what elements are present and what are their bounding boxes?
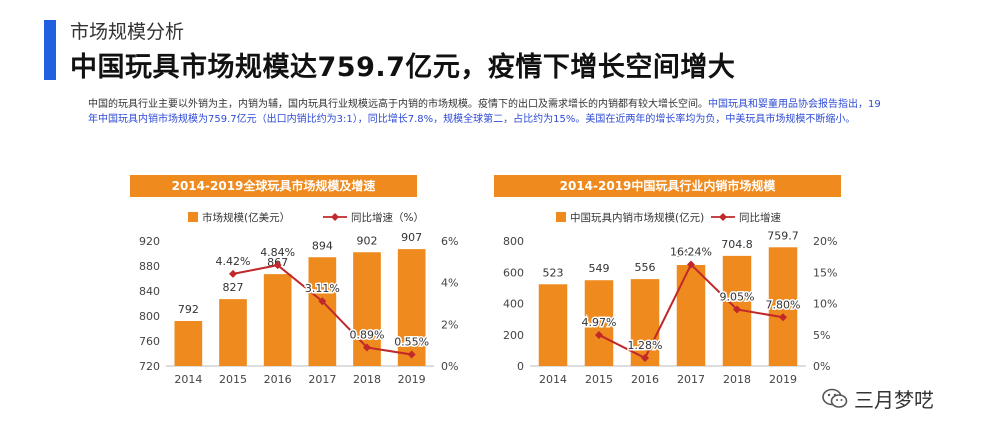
watermark: 三月梦呓: [822, 384, 934, 413]
bar-value-label: 759.7: [767, 229, 799, 242]
growth-point-2019: [779, 313, 787, 322]
growth-point-2017: [687, 260, 695, 269]
x-tick: 2019: [398, 373, 426, 386]
x-tick: 2016: [631, 373, 659, 386]
growth-point-2018: [363, 343, 371, 352]
bar-value-label: 523: [543, 266, 564, 279]
description: 中国的玩具行业主要以外销为主，内销为辅，国内玩具行业规模远高于内销的市场规模。疫…: [88, 97, 888, 127]
bar-2019: [397, 249, 426, 366]
growth-value-label: 0.55%: [394, 336, 429, 349]
growth-point-2019: [407, 350, 416, 359]
growth-value-label: 9.05%: [720, 290, 755, 303]
legend-bar-label: 中国玩具内销市场规模(亿元): [570, 211, 704, 224]
x-tick: 2018: [353, 373, 381, 386]
legend-line-label: 同比增速: [739, 211, 781, 224]
x-tick: 2018: [723, 373, 751, 386]
y-right-tick: 2%: [441, 318, 458, 331]
growth-value-label: 4.42%: [216, 255, 251, 268]
legend-bar-label: 市场规模(亿美元）: [202, 211, 290, 224]
y-right-tick: 6%: [441, 235, 458, 248]
bar-value-label: 556: [635, 261, 656, 274]
watermark-text: 三月梦呓: [854, 388, 934, 412]
bar-value-label: 894: [312, 239, 333, 252]
growth-value-label: 3.11%: [305, 282, 340, 295]
y-left-tick: 600: [503, 266, 524, 279]
growth-point-2016: [641, 354, 649, 362]
legend-line-label: 同比增速（%）: [351, 211, 424, 224]
y-left-tick: 760: [139, 335, 160, 348]
growth-point-2016: [273, 261, 282, 270]
bar-value-label: 827: [223, 281, 244, 294]
y-left-tick: 720: [139, 360, 160, 373]
bar-2015: [584, 280, 614, 366]
x-tick: 2017: [308, 373, 336, 386]
bar-value-label: 704.8: [721, 238, 753, 251]
bar-value-label: 907: [401, 231, 422, 244]
bar-value-label: 792: [178, 303, 199, 316]
y-left-tick: 880: [139, 260, 160, 273]
growth-point-2018: [733, 305, 741, 314]
x-tick: 2015: [219, 373, 247, 386]
growth-value-label: 0.89%: [350, 328, 385, 341]
chart-title-china: 2014-2019中国玩具行业内销市场规模: [494, 175, 841, 197]
bar-value-label: 549: [589, 262, 610, 275]
growth-value-label: 1.28%: [628, 339, 663, 352]
bar-2017: [676, 265, 706, 366]
legend-bar-swatch: [188, 212, 198, 222]
y-right-tick: 10%: [813, 298, 837, 311]
page-subtitle: 市场规模分析: [70, 21, 185, 43]
bar-2014: [174, 321, 203, 366]
bar-2014: [538, 284, 568, 366]
growth-point-2015: [595, 330, 603, 339]
growth-point-2015: [229, 269, 237, 278]
y-left-tick: 800: [139, 310, 160, 323]
x-tick: 2015: [585, 373, 613, 386]
legend-line-marker: [719, 213, 727, 221]
growth-value-label: 4.84%: [260, 246, 295, 259]
bar-value-label: 902: [357, 234, 378, 247]
chart-title-global: 2014-2019全球玩具市场规模及增速: [130, 175, 417, 197]
y-right-tick: 4%: [441, 277, 458, 290]
bar-2016: [263, 274, 292, 366]
y-left-tick: 920: [139, 235, 160, 248]
wechat-icon: [822, 388, 848, 408]
y-left-tick: 800: [503, 235, 524, 248]
accent-bar: [44, 20, 56, 80]
x-tick: 2019: [769, 373, 797, 386]
growth-point-2017: [318, 297, 327, 306]
y-right-tick: 5%: [813, 329, 830, 342]
y-right-tick: 0%: [441, 360, 458, 373]
y-left-tick: 200: [503, 329, 524, 342]
y-right-tick: 20%: [813, 235, 837, 248]
growth-value-label: 4.97%: [582, 316, 617, 329]
x-tick: 2017: [677, 373, 705, 386]
growth-value-label: 7.80%: [766, 298, 801, 311]
y-left-tick: 400: [503, 298, 524, 311]
x-tick: 2014: [174, 373, 202, 386]
x-tick: 2016: [264, 373, 292, 386]
y-left-tick: 0: [517, 360, 524, 373]
description-plain: 中国的玩具行业主要以外销为主，内销为辅，国内玩具行业规模远高于内销的市场规模。疫…: [88, 99, 708, 110]
y-right-tick: 0%: [813, 360, 830, 373]
legend-bar-swatch: [556, 212, 566, 222]
page-title: 中国玩具市场规模达759.7亿元，疫情下增长空间增大: [70, 52, 736, 83]
x-tick: 2014: [539, 373, 567, 386]
bar-2015: [219, 299, 247, 366]
description-highlight: 中国玩具和婴童用品协会报告指出，19年中国玩具内销市场规模为759.7亿元（出口…: [88, 99, 881, 125]
bar-value-label: 646.3: [675, 247, 707, 260]
bar-2016: [630, 279, 660, 366]
y-right-tick: 15%: [813, 266, 837, 279]
legend-line-marker: [331, 213, 339, 221]
y-left-tick: 840: [139, 285, 160, 298]
bar-2019: [768, 247, 798, 366]
growth-value-label: 16.24%: [670, 246, 712, 259]
